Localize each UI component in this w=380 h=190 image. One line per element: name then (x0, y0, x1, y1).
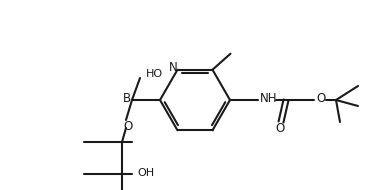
Text: B: B (123, 93, 131, 105)
Text: O: O (124, 120, 133, 134)
Text: O: O (276, 123, 285, 135)
Text: NH: NH (260, 93, 278, 105)
Text: O: O (317, 93, 326, 105)
Text: OH: OH (138, 168, 155, 178)
Text: N: N (169, 61, 178, 74)
Text: HO: HO (146, 69, 163, 79)
